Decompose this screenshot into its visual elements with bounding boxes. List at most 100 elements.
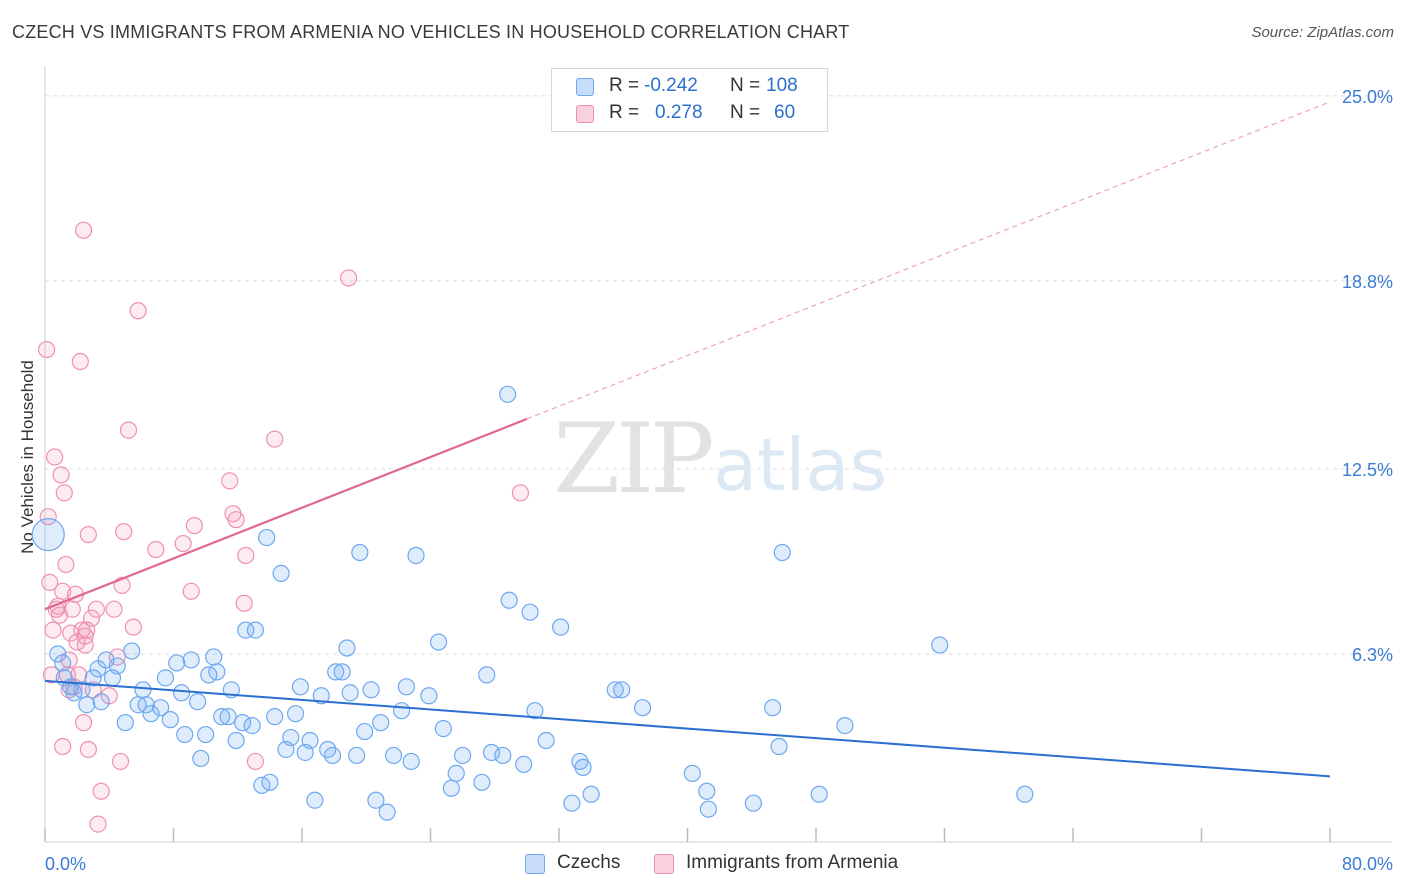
czech-point [134,681,152,699]
armenia-point [79,740,97,759]
armenia-point [221,472,239,490]
czech-points [31,385,1034,821]
czech-point [526,702,544,720]
armenia-point [38,340,56,359]
czech-point [172,684,191,702]
y-tick-label: 25.0% [1342,87,1393,107]
armenia-point [105,600,123,618]
czech-point [312,687,330,705]
czech-point [84,669,102,687]
czech-point [156,669,175,687]
bottom-legend-swatch-armenia [654,854,674,874]
czech-point [233,714,252,732]
armenia-point [266,430,284,448]
czech-point [563,794,581,812]
armenia-point [89,815,107,833]
czech-point [341,684,359,702]
czech-point [478,666,496,684]
czech-point [407,546,425,565]
armenia-point [237,546,255,565]
czech-point [219,708,237,726]
correlation-legend: R = -0.242 N = 108 R = 0.278 N = 60 [551,68,828,132]
czech-point [367,791,385,809]
czech-point [613,681,631,699]
czech-point [152,699,170,717]
czech-point [54,654,72,672]
czech-point [773,543,791,562]
czech-point [108,657,126,675]
czech-point [92,693,110,711]
czech-point [454,746,472,765]
czech-point [291,678,309,696]
czech-point [142,705,160,723]
czech-point [356,722,374,741]
czech-point [500,591,518,609]
legend-n-label: N = [730,102,761,123]
czech-point [447,764,465,782]
armenia-point [76,627,94,645]
czech-point [633,699,652,717]
x-tick-label: 80.0% [1342,854,1393,874]
armenia-point [339,269,358,287]
gridlines [45,95,1392,655]
legend-r-label: R = [609,102,640,123]
y-tick-label: 18.8% [1342,272,1393,292]
armenia-point [76,636,94,654]
czech-point [836,717,854,735]
czech-point [333,663,351,681]
czech-point [552,618,570,636]
czech-point [515,755,533,774]
armenia-point [227,511,245,529]
czech-point [301,731,319,750]
bottom-legend-label-czechs: Czechs [557,852,621,873]
watermark: ZIP atlas [553,403,887,515]
armenia-point [63,600,81,618]
armenia-point [55,484,73,502]
armenia-trend-line [44,417,528,611]
czech-point [266,708,284,726]
armenia-point [119,421,138,439]
x-tick-label: 0.0% [45,854,86,874]
legend-swatch-czechs [576,78,594,96]
czech-point [482,743,501,762]
legend-r-label: R = [609,75,640,96]
czech-point [699,800,717,818]
armenia-point [92,782,110,800]
czech-point [1016,785,1034,803]
armenia-point [185,517,203,535]
czech-point [348,746,366,765]
armenia-point [246,752,265,771]
czech-point [606,681,624,699]
armenia-point [124,618,142,636]
chart-title: CZECH VS IMMIGRANTS FROM ARMENIA NO VEHI… [12,22,850,42]
armenia-point [44,621,62,639]
czech-point [338,639,356,657]
czech-point [378,803,396,821]
armenia-point [57,555,75,574]
armenia-point [46,448,64,466]
czech-point [272,564,290,582]
czech-point [473,773,491,791]
czech-point [499,385,517,403]
czech-point [286,705,305,723]
czech-point [442,779,460,797]
czech-point [208,663,226,681]
czech-point [683,764,701,782]
czech-point [116,714,134,732]
czech-point [258,528,276,547]
armenia-point [108,648,126,666]
czech-point [420,687,438,705]
czech-point [246,621,265,639]
czech-point [261,773,279,791]
czech-point [161,711,179,729]
trend-lines [44,101,1331,778]
czech-point [744,794,762,812]
czech-point [351,543,369,562]
czech-point [197,725,215,744]
czech-point [931,636,949,654]
czech-point [537,731,555,750]
armenia-point [74,714,93,732]
axes [44,66,1392,843]
czech-point [306,791,324,809]
czech-point [362,681,380,699]
